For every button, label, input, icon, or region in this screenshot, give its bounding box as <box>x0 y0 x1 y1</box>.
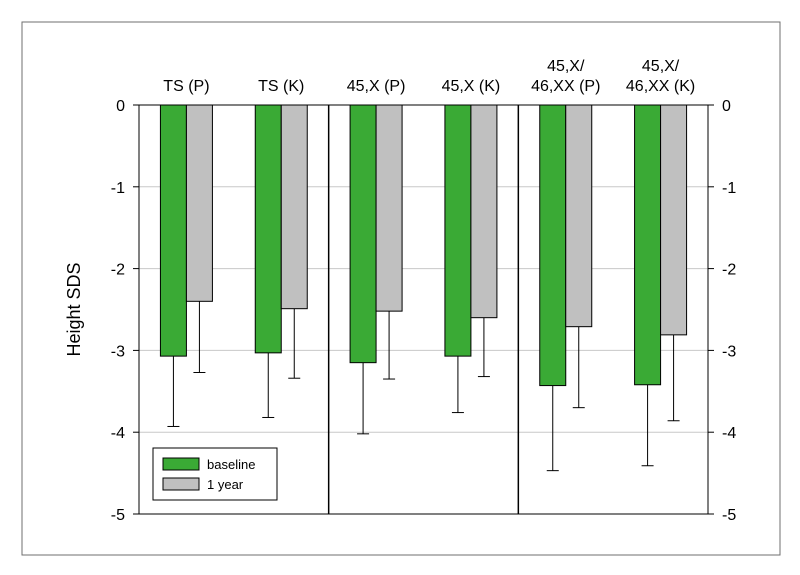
category-label: 45,X/46,XX (P) <box>531 58 600 95</box>
bars <box>159 104 688 472</box>
legend: baseline 1 year <box>152 447 278 501</box>
y-tick-label-right: -3 <box>722 343 736 360</box>
bar-baseline <box>349 104 377 364</box>
category-label: TS (P) <box>163 78 209 95</box>
legend-label: baseline <box>207 457 255 472</box>
legend-swatch-1-year <box>162 477 200 491</box>
gridlines <box>139 186 708 433</box>
legend-swatch-baseline <box>162 457 200 471</box>
bar-baseline <box>444 104 472 357</box>
category-label-line: 45,X (P) <box>347 78 406 95</box>
bar-1-year <box>280 104 308 310</box>
category-label-line: 45,X (K) <box>442 78 501 95</box>
bar-1-year <box>660 104 688 336</box>
bar-baseline <box>159 104 187 357</box>
category-label: 45,X (P) <box>347 78 406 95</box>
bar-1-year <box>185 104 213 302</box>
y-tick-label-right: 0 <box>722 98 731 115</box>
bar-1-year <box>375 104 403 312</box>
category-label-line: 46,XX (P) <box>531 78 600 95</box>
y-tick-label-left: -3 <box>111 343 125 360</box>
legend-label: 1 year <box>207 477 244 492</box>
bar-baseline <box>634 104 662 386</box>
plot-area-frame <box>138 104 709 515</box>
y-tick-label-left: -4 <box>111 425 125 442</box>
bar-1-year <box>470 104 498 319</box>
axes <box>133 104 714 515</box>
category-label-line: 45,X/ <box>642 58 680 75</box>
category-label-line: TS (K) <box>258 78 304 95</box>
legend-box <box>152 447 278 501</box>
y-tick-label-left: -5 <box>111 507 125 524</box>
bar-1-year <box>565 104 593 328</box>
category-label: 45,X (K) <box>442 78 501 95</box>
y-tick-label-left: -1 <box>111 180 125 197</box>
category-label-line: 46,XX (K) <box>626 78 695 95</box>
bar-baseline <box>254 104 282 354</box>
y-axis-title: Height SDS <box>64 262 84 356</box>
category-label: TS (K) <box>258 78 304 95</box>
category-label: 45,X/46,XX (K) <box>626 58 695 95</box>
y-tick-label-right: -2 <box>722 262 736 279</box>
category-label-line: 45,X/ <box>547 58 585 75</box>
bar-baseline <box>539 104 567 387</box>
y-tick-label-left: -2 <box>111 262 125 279</box>
y-tick-label-left: 0 <box>116 98 125 115</box>
y-tick-label-right: -4 <box>722 425 736 442</box>
y-tick-label-right: -5 <box>722 507 736 524</box>
category-label-line: TS (P) <box>163 78 209 95</box>
y-tick-label-right: -1 <box>722 180 736 197</box>
labels: 0 0 -1 -1 -2 -2 -3 -3 -4 -4 -5 -5 Height SDS TS (P) TS… <box>64 58 736 524</box>
